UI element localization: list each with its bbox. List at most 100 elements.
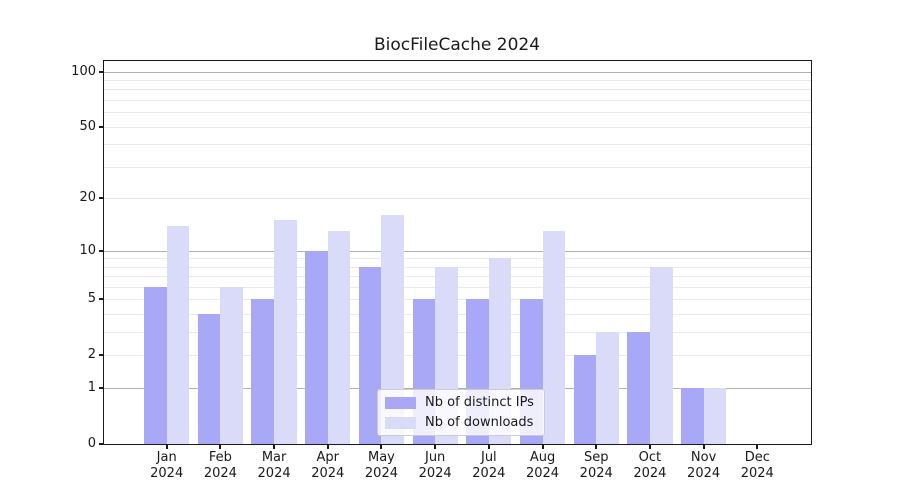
x-label-year: 2024 xyxy=(525,465,560,481)
plot-area: Nb of distinct IPs Nb of downloads xyxy=(103,60,812,445)
legend-label-downloads: Nb of downloads xyxy=(425,415,534,430)
x-tick-mark-feb xyxy=(219,445,222,449)
x-label-month: Mar xyxy=(261,450,287,465)
bar-distinct-ips-nov xyxy=(681,388,704,444)
x-tick-label-oct: Oct 2024 xyxy=(622,450,678,481)
legend-item-distinct-ips: Nb of distinct IPs xyxy=(385,395,544,410)
y-tick-mark-20 xyxy=(99,197,103,200)
x-label-year: 2024 xyxy=(203,465,237,481)
x-label-year: 2024 xyxy=(633,465,667,481)
y-tick-mark-0 xyxy=(99,443,103,445)
x-tick-label-jan: Jan 2024 xyxy=(139,450,195,481)
bar-distinct-ips-may xyxy=(358,266,382,444)
y-tick-label-0: 0 xyxy=(87,436,96,451)
y-tick-mark-1 xyxy=(99,387,103,390)
bar-distinct-ips-apr xyxy=(305,250,328,444)
bar-downloads-nov xyxy=(703,388,727,444)
y-tick-mark-5 xyxy=(99,298,103,301)
x-tick-label-sep: Sep 2024 xyxy=(568,450,624,481)
x-tick-mark-may xyxy=(380,445,383,449)
x-tick-label-aug: Aug 2024 xyxy=(515,450,571,481)
x-tick-mark-sep xyxy=(595,445,598,449)
bar-downloads-mar xyxy=(274,220,297,444)
minor-gridline-9 xyxy=(104,258,811,260)
y-tick-mark-10 xyxy=(99,249,103,252)
y-tick-label-20: 20 xyxy=(79,190,96,206)
x-label-month: Oct xyxy=(638,450,662,465)
legend-swatch-downloads xyxy=(385,416,416,429)
y-tick-mark-100 xyxy=(99,70,103,73)
x-tick-label-feb: Feb 2024 xyxy=(192,450,248,481)
x-label-month: Nov xyxy=(690,450,717,465)
x-tick-mark-dec xyxy=(756,445,759,449)
x-label-month: Aug xyxy=(529,450,556,465)
x-tick-label-mar: Mar 2024 xyxy=(246,450,302,481)
bar-downloads-oct xyxy=(649,266,673,444)
x-tick-label-jun: Jun 2024 xyxy=(407,450,463,481)
x-label-year: 2024 xyxy=(364,465,398,481)
y-tick-label-50: 50 xyxy=(79,118,96,134)
x-tick-label-may: May 2024 xyxy=(353,450,409,481)
minor-gridline-70 xyxy=(104,100,811,102)
x-label-year: 2024 xyxy=(687,465,721,481)
x-tick-mark-mar xyxy=(273,445,276,449)
x-label-year: 2024 xyxy=(418,465,452,481)
bar-distinct-ips-jan xyxy=(144,287,167,444)
minor-gridline-90 xyxy=(104,80,811,82)
x-label-month: Sep xyxy=(583,450,609,465)
x-tick-mark-aug xyxy=(541,445,544,449)
minor-gridline-40 xyxy=(104,144,811,146)
x-tick-label-jul: Jul 2024 xyxy=(461,450,517,481)
y-tick-label-10: 10 xyxy=(79,242,96,258)
x-tick-mark-apr xyxy=(326,445,329,449)
x-tick-mark-jan xyxy=(165,445,168,449)
bar-downloads-may xyxy=(381,215,405,444)
x-tick-label-apr: Apr 2024 xyxy=(300,450,356,481)
major-gridline-10 xyxy=(104,250,811,252)
minor-gridline-60 xyxy=(104,112,811,114)
y-tick-mark-2 xyxy=(99,354,103,357)
minor-gridline-20 xyxy=(104,198,811,200)
x-tick-mark-nov xyxy=(702,445,705,449)
x-tick-mark-jun xyxy=(434,445,437,449)
legend: Nb of distinct IPs Nb of downloads xyxy=(377,389,545,436)
x-tick-mark-oct xyxy=(648,445,651,449)
y-tick-label-100: 100 xyxy=(71,63,96,79)
x-label-month: Jul xyxy=(480,450,497,465)
x-tick-mark-jul xyxy=(487,445,490,449)
bar-downloads-feb xyxy=(220,287,243,444)
bar-distinct-ips-sep xyxy=(573,355,597,444)
bar-distinct-ips-feb xyxy=(197,314,221,444)
x-label-month: May xyxy=(368,450,395,465)
minor-gridline-30 xyxy=(104,166,811,168)
minor-gridline-80 xyxy=(104,89,811,91)
x-label-year: 2024 xyxy=(150,465,184,481)
y-tick-mark-50 xyxy=(99,125,103,128)
x-label-year: 2024 xyxy=(311,465,345,481)
x-label-year: 2024 xyxy=(579,465,613,481)
x-label-year: 2024 xyxy=(740,465,774,481)
legend-item-downloads: Nb of downloads xyxy=(385,415,544,430)
legend-swatch-distinct-ips xyxy=(385,396,416,409)
bar-distinct-ips-mar xyxy=(251,299,275,444)
x-label-month: Feb xyxy=(208,450,232,465)
x-label-month: Dec xyxy=(744,450,770,465)
x-label-month: Jun xyxy=(424,450,446,465)
x-label-year: 2024 xyxy=(257,465,291,481)
x-label-month: Apr xyxy=(316,450,340,465)
bar-distinct-ips-oct xyxy=(627,332,650,444)
x-label-year: 2024 xyxy=(472,465,506,481)
bar-downloads-aug xyxy=(542,231,566,444)
x-tick-label-nov: Nov 2024 xyxy=(676,450,732,481)
bar-downloads-sep xyxy=(596,332,619,444)
y-tick-label-5: 5 xyxy=(87,291,96,307)
major-gridline-100 xyxy=(104,71,811,73)
x-tick-label-dec: Dec 2024 xyxy=(729,450,785,481)
bar-downloads-jan xyxy=(166,225,190,444)
x-label-month: Jan xyxy=(156,450,177,465)
bar-downloads-apr xyxy=(327,231,351,444)
y-tick-label-2: 2 xyxy=(87,347,96,363)
legend-label-distinct-ips: Nb of distinct IPs xyxy=(425,395,534,410)
minor-gridline-50 xyxy=(104,126,811,128)
